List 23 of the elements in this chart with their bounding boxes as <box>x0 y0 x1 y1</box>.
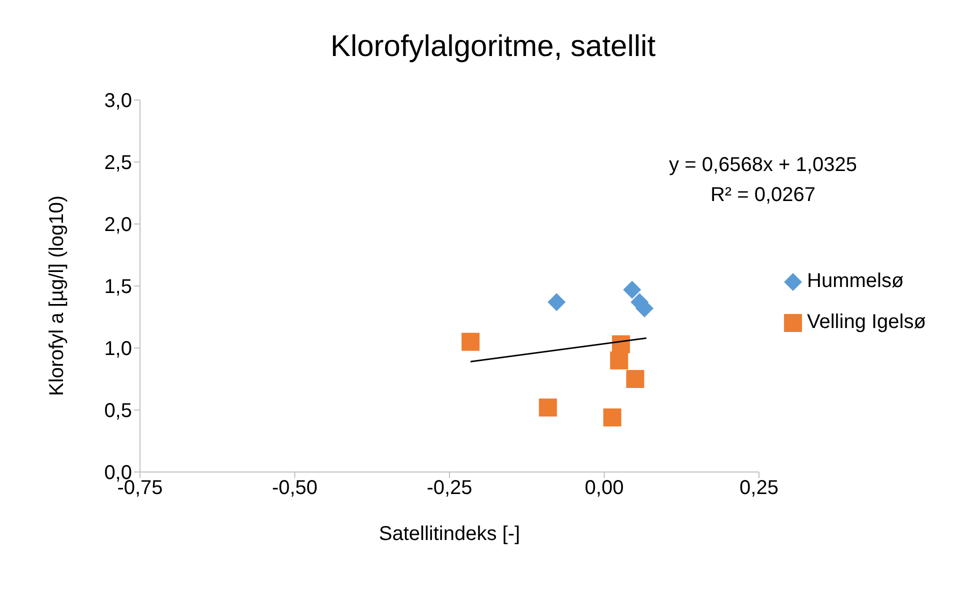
y-tick-label: 1,0 <box>104 338 132 360</box>
point <box>538 398 557 417</box>
y-tick-label: 1,5 <box>104 276 132 298</box>
y-tick-label: 0,5 <box>104 400 132 422</box>
x-tick-label: -0,50 <box>272 477 318 500</box>
point <box>462 332 480 351</box>
y-tick-label: 2,5 <box>104 152 132 174</box>
point <box>548 293 566 312</box>
x-tick-label: 0,00 <box>584 477 624 500</box>
point <box>626 370 644 388</box>
legend-label: Velling Igelsø <box>807 311 926 334</box>
y-tick-label: 3,0 <box>104 90 132 112</box>
chart-title: Klorofylalgoritme, satellit <box>329 30 657 64</box>
x-tick-label: -0,25 <box>426 477 472 500</box>
y-axis-title: Klorofyl a [µg/l] (log10) <box>46 196 68 396</box>
point <box>610 351 628 370</box>
point <box>623 280 642 299</box>
x-tick-label: 0,25 <box>740 477 778 500</box>
point <box>603 408 622 426</box>
x-axis-title: Satellitindeks [-] <box>378 523 520 545</box>
annotation: y = 0,6568x + 1,0325 R² = 0,0267 <box>668 153 858 208</box>
legend-label: Hummelsø <box>807 270 904 293</box>
y-tick-label: 2,0 <box>104 214 132 236</box>
